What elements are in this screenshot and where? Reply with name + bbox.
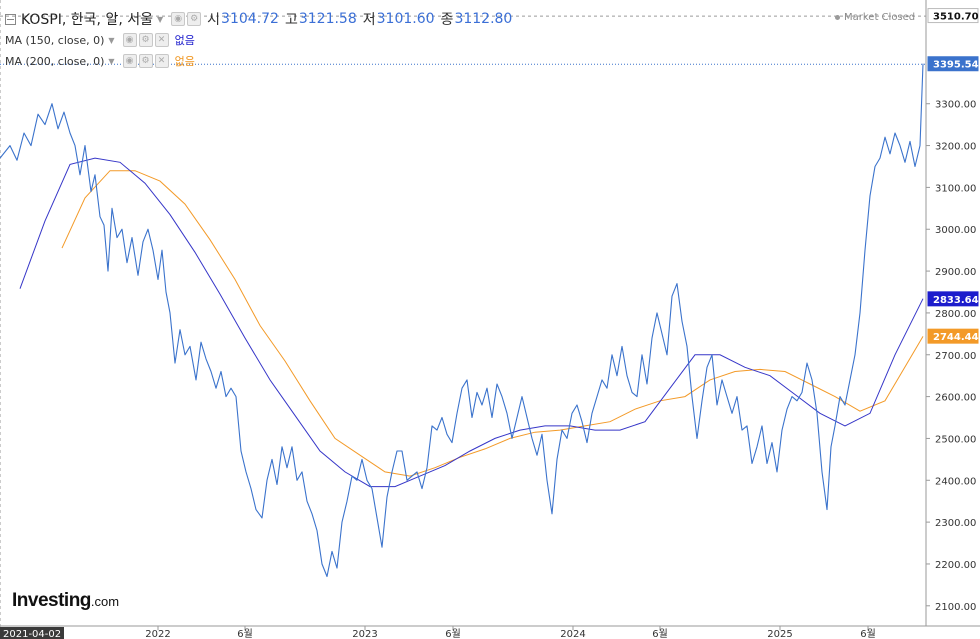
price-tick-label: 2800.00 xyxy=(935,309,976,320)
ma150-eye-icon[interactable]: ◉ xyxy=(122,33,137,47)
logo-name: Investing xyxy=(12,590,91,611)
price-label-badge xyxy=(927,328,979,344)
price-label-badge xyxy=(927,8,979,24)
settings-icon[interactable]: ⚙ xyxy=(187,12,202,26)
price-tick-label: 3200.00 xyxy=(935,142,976,153)
price-label-text: 3510.70 xyxy=(933,12,979,23)
close-value: 3112.80 xyxy=(454,11,513,27)
investing-logo[interactable]: Investing.com xyxy=(12,590,119,612)
price-tick-label: 3300.00 xyxy=(935,100,976,111)
ma150-legend: MA (150, close, 0) ▼ ◉ ⚙ ✕ 없음 xyxy=(0,32,195,48)
market-status: Market Closed xyxy=(835,12,915,23)
time-tick-label: 2025 xyxy=(767,629,792,639)
start-date-badge xyxy=(0,627,64,639)
symbol-header: KOSPI, 한국, 알, 서울 ▼ ◉ ⚙ 시 3104.72 고 3121.… xyxy=(0,8,512,30)
price-label-text: 2833.64 xyxy=(933,295,979,306)
open-label: 시 xyxy=(207,12,221,28)
price-tick-label: 2700.00 xyxy=(935,351,976,362)
high-value: 3121.58 xyxy=(298,11,357,27)
price-tick-label: 2100.00 xyxy=(935,602,976,613)
eye-icon[interactable]: ◉ xyxy=(171,12,186,26)
price-tick-label: 2600.00 xyxy=(935,393,976,404)
ma150-label[interactable]: MA (150, close, 0) xyxy=(5,33,105,47)
market-status-text: Market Closed xyxy=(844,12,916,23)
status-dot-icon xyxy=(835,14,840,20)
ma150-value: 없음 xyxy=(174,34,195,47)
time-tick-label: 6월 xyxy=(860,628,876,639)
ma200-legend: MA (200, close, 0) ▼ ◉ ⚙ ✕ 없음 xyxy=(0,53,195,69)
ma150-line xyxy=(19,157,924,488)
price-labels: 3510.70 3395.54 2833.64 2744.44 xyxy=(927,8,979,344)
high-label: 고 xyxy=(284,12,298,28)
price-axis[interactable]: 2100.00 2200.00 2300.00 2400.00 2500.00 2600.… xyxy=(926,100,976,613)
price-tick-label: 2900.00 xyxy=(935,267,976,278)
low-value: 3101.60 xyxy=(376,11,435,27)
price-tick-label: 3000.00 xyxy=(935,225,976,236)
open-value: 3104.72 xyxy=(221,11,279,27)
price-label-badge xyxy=(927,291,979,307)
price-tick-label: 2300.00 xyxy=(935,518,976,529)
symbol-name[interactable]: KOSPI, 한국, 알, 서울 xyxy=(21,12,153,28)
price-label-badge xyxy=(927,56,979,72)
ma200-settings-icon[interactable]: ⚙ xyxy=(138,54,153,68)
price-tick-label: 2500.00 xyxy=(935,434,976,445)
price-tick-label: 2200.00 xyxy=(935,560,976,571)
time-tick-label: 6월 xyxy=(445,628,461,639)
price-tick-label: 3100.00 xyxy=(935,183,976,194)
price-tick-label: 2400.00 xyxy=(935,476,976,487)
logo-tld: .com xyxy=(90,594,120,609)
ma200-line xyxy=(61,170,924,477)
time-tick-label: 6월 xyxy=(652,628,668,639)
time-tick-label: 2023 xyxy=(352,629,377,639)
ma200-value: 없음 xyxy=(174,55,195,68)
low-label: 저 xyxy=(362,12,376,28)
time-tick-label: 2021-04-02 xyxy=(3,629,61,639)
time-tick-label: 2024 xyxy=(560,629,585,639)
collapse-icon[interactable] xyxy=(5,13,16,25)
time-tick-label: 6월 xyxy=(237,628,253,639)
ma200-dropdown-icon[interactable]: ▼ xyxy=(108,56,115,66)
ma150-close-icon[interactable]: ✕ xyxy=(154,33,169,47)
series-lines xyxy=(0,63,924,578)
time-tick-label: 2022 xyxy=(145,629,170,639)
ma200-close-icon[interactable]: ✕ xyxy=(154,54,169,68)
close-label: 종 xyxy=(440,12,454,28)
price-label-text: 2744.44 xyxy=(933,332,979,343)
dropdown-icon[interactable]: ▼ xyxy=(157,14,164,24)
price-line xyxy=(0,63,924,578)
price-label-text: 3395.54 xyxy=(933,60,979,71)
ma150-dropdown-icon[interactable]: ▼ xyxy=(108,35,115,45)
time-axis[interactable]: 2021-04-02 2022 6월 2023 6월 2024 6월 2025 6월 xyxy=(0,626,876,639)
ma200-eye-icon[interactable]: ◉ xyxy=(122,54,137,68)
ma150-settings-icon[interactable]: ⚙ xyxy=(138,33,153,47)
ma200-label[interactable]: MA (200, close, 0) xyxy=(5,54,105,68)
